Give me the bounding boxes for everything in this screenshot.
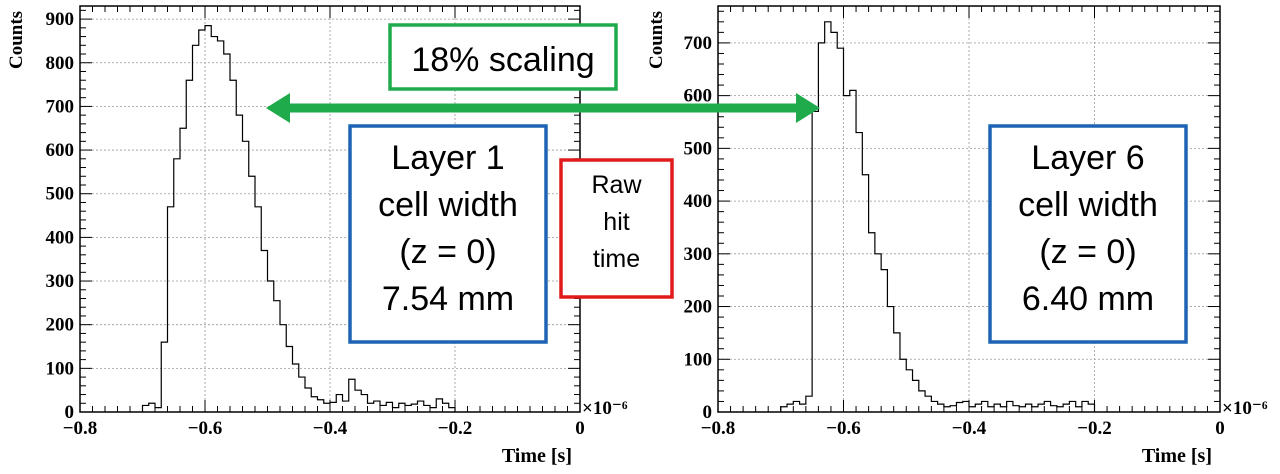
x-axis-label: Time [s]	[1142, 445, 1212, 467]
raw-hit-time-label-line: time	[593, 245, 640, 273]
scaling-arrow	[266, 93, 820, 123]
histogram-series	[780, 21, 1096, 412]
y-tick-label: 700	[684, 33, 713, 54]
x-tick-label: 0	[575, 418, 585, 439]
y-tick-label: 200	[684, 297, 713, 318]
layer6-label-line: (z = 0)	[1039, 233, 1136, 271]
raw-hit-time-label-line: hit	[603, 208, 629, 236]
layer6-label-line: 6.40 mm	[1022, 280, 1154, 318]
scaling-label-border	[388, 23, 618, 91]
x-axis-label: Time [s]	[502, 445, 572, 467]
layer1-label: Layer 1 cell width (z = 0) 7.54 mm	[348, 124, 548, 344]
arrow-head-right	[796, 93, 820, 123]
y-axis-label: Counts	[6, 11, 27, 69]
y-tick-label: 900	[46, 9, 75, 30]
y-tick-label: 800	[46, 53, 75, 74]
layer6-label-line: Layer 6	[1031, 139, 1144, 177]
scaling-label-line: 18% scaling	[411, 41, 594, 79]
layer1-label-line: (z = 0)	[399, 233, 496, 271]
y-tick-label: 500	[46, 184, 75, 205]
layer1-label-line: Layer 1	[391, 139, 504, 177]
y-axis-label: Counts	[646, 11, 667, 69]
y-tick-label: 400	[684, 191, 713, 212]
x-tick-label: −0.2	[1077, 418, 1112, 439]
scaling-label: 18% scaling	[388, 23, 618, 91]
y-tick-label: 300	[46, 271, 75, 292]
raw-hit-time-label: Raw hit time	[559, 158, 674, 299]
x-tick-label: −0.6	[188, 418, 223, 439]
layer6-label-line: cell width	[1018, 186, 1158, 224]
layer6-label: Layer 6 cell width (z = 0) 6.40 mm	[988, 124, 1188, 344]
x-multiplier: ×10⁻⁶	[1222, 398, 1268, 419]
y-tick-label: 500	[684, 138, 713, 159]
x-tick-label: −0.6	[826, 418, 861, 439]
x-tick-label: −0.4	[952, 418, 987, 439]
y-tick-label: 600	[46, 140, 75, 161]
x-tick-label: 0	[1215, 418, 1225, 439]
y-tick-label: 0	[703, 402, 713, 423]
x-tick-label: −0.2	[438, 418, 473, 439]
raw-hit-time-label-border	[559, 158, 674, 299]
layer1-label-line: cell width	[378, 186, 518, 224]
y-tick-label: 300	[684, 244, 713, 265]
y-tick-label: 100	[46, 358, 75, 379]
layer6-label-border	[988, 124, 1188, 344]
y-tick-label: 600	[684, 86, 713, 107]
y-tick-label: 700	[46, 96, 75, 117]
y-tick-label: 400	[46, 227, 75, 248]
y-tick-label: 0	[65, 402, 75, 423]
y-tick-label: 200	[46, 315, 75, 336]
layer1-label-line: 7.54 mm	[382, 280, 514, 318]
arrow-head-left	[266, 93, 290, 123]
layer1-label-border	[348, 124, 548, 344]
histogram-panel-2: −0.8 −0.6 −0.4 −0.2 0 0 100 200 300 400 500 600 700 ×…	[646, 5, 1268, 467]
raw-hit-time-label-line: Raw	[591, 171, 642, 199]
histogram-series	[141, 25, 456, 412]
y-tick-label: 100	[684, 349, 713, 370]
x-tick-label: −0.4	[313, 418, 348, 439]
x-tick-label: −0.8	[701, 418, 736, 439]
x-multiplier: ×10⁻⁶	[582, 398, 628, 419]
x-tick-label: −0.8	[63, 418, 98, 439]
